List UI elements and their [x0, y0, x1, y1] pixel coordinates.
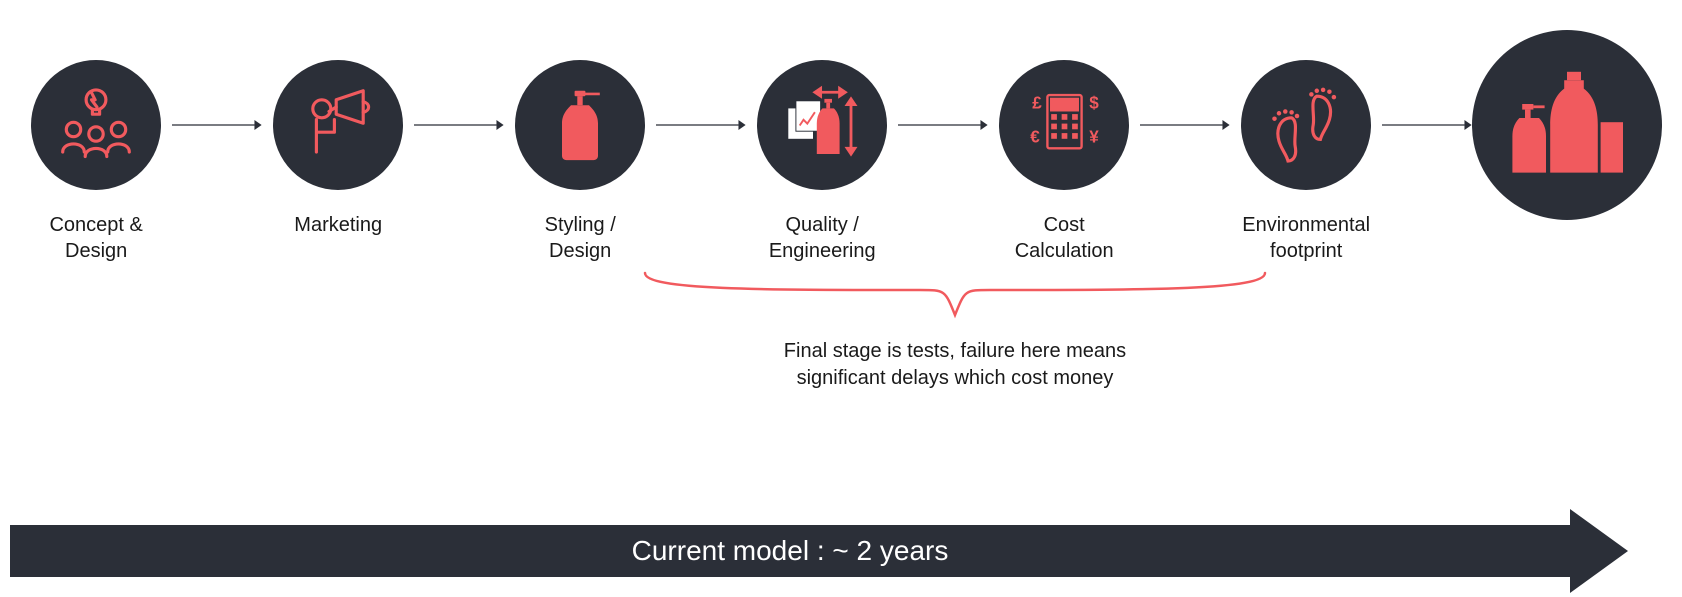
- timeline-arrowhead-icon: [1570, 509, 1628, 593]
- step-label: Environmentalfootprint: [1242, 212, 1370, 264]
- svg-text:$: $: [1089, 93, 1099, 112]
- connector-arrow: [898, 60, 988, 190]
- step-cost-calculation: £ $ € ¥ CostCalculation: [988, 60, 1140, 264]
- docs-bottle-arrows-icon: [775, 78, 870, 173]
- step-environmental-footprint: Environmentalfootprint: [1230, 60, 1382, 264]
- curly-brace-icon: [640, 270, 1270, 325]
- step-circle: [1241, 60, 1371, 190]
- connector-arrow: [1140, 60, 1230, 190]
- timeline-arrow: Current model : ~ 2 years: [10, 525, 1628, 577]
- connector-arrow: [656, 60, 746, 190]
- connector-arrow: [414, 60, 504, 190]
- megaphone-icon: [293, 80, 383, 170]
- step-circle: [31, 60, 161, 190]
- brace-text: Final stage is tests, failure here means…: [640, 338, 1270, 392]
- step-label: CostCalculation: [1015, 212, 1114, 264]
- connector-arrow: [1382, 60, 1472, 190]
- step-final-products: [1472, 60, 1662, 220]
- step-concept-design: Concept &Design: [20, 60, 172, 264]
- process-flow-row: Concept &Design Marketing: [20, 60, 1662, 264]
- product-bottles-icon: [1497, 55, 1637, 195]
- step-circle: [273, 60, 403, 190]
- step-label: Concept &Design: [49, 212, 142, 264]
- team-idea-icon: [51, 80, 141, 170]
- step-label: Quality /Engineering: [769, 212, 876, 264]
- step-circle: [757, 60, 887, 190]
- svg-text:€: €: [1030, 127, 1040, 146]
- step-circle: £ $ € ¥: [999, 60, 1129, 190]
- calculator-currency-icon: £ $ € ¥: [1017, 78, 1112, 173]
- svg-text:¥: ¥: [1089, 127, 1099, 146]
- bottle-icon: [535, 80, 625, 170]
- svg-text:£: £: [1032, 93, 1042, 112]
- connector-arrow: [172, 60, 262, 190]
- step-marketing: Marketing: [262, 60, 414, 238]
- step-label: Styling /Design: [545, 212, 616, 264]
- step-quality-engineering: Quality /Engineering: [746, 60, 898, 264]
- step-label: Marketing: [294, 212, 382, 238]
- step-styling-design: Styling /Design: [504, 60, 656, 264]
- timeline-bar: Current model : ~ 2 years: [10, 525, 1570, 577]
- timeline-label: Current model : ~ 2 years: [632, 535, 949, 567]
- brace-annotation: Final stage is tests, failure here means…: [640, 270, 1270, 392]
- footprints-icon: [1261, 80, 1351, 170]
- step-circle: [515, 60, 645, 190]
- final-circle: [1472, 30, 1662, 220]
